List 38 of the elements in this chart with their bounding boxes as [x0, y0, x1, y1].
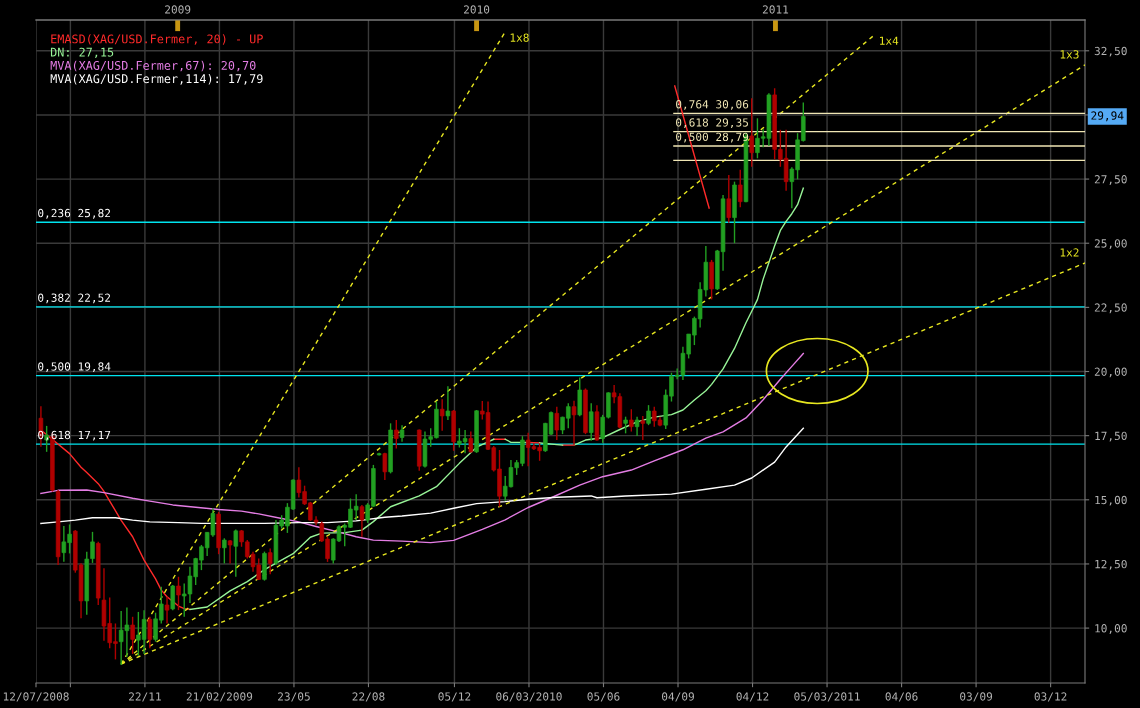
y-tick-label: 15,00	[1095, 495, 1127, 506]
ref-line-label: 0,500 19,84	[38, 362, 111, 373]
ref-line-label: 0,382 22,52	[38, 293, 111, 304]
y-tick-label: 22,50	[1094, 303, 1127, 314]
y-tick-label: 12,50	[1095, 559, 1127, 570]
y-tick-label: 17,50	[1095, 431, 1127, 442]
x-tick-label: 12/07/2008	[3, 692, 69, 702]
text: EMASD(XAG/USD.Fermer, 20) - UP	[51, 34, 263, 45]
x-tick-label: 04/12	[736, 692, 769, 702]
x-tick-label: 22/08	[352, 692, 385, 702]
x-tick-label: 03/09	[960, 692, 993, 702]
annotation: 29,94	[1091, 111, 1124, 122]
x-tick-label: 04/09	[662, 692, 694, 702]
x2-tick-label: 2011	[762, 5, 789, 14]
text: MVA(XAG/USD.Fermer,114): 17,79	[50, 74, 263, 85]
series-label: 1x4	[880, 36, 899, 45]
x-tick-label: 04/06	[885, 692, 918, 702]
y-tick-label: 20,00	[1094, 367, 1127, 378]
y-tick-label: 25,00	[1094, 239, 1127, 250]
series-label: 1x3	[1060, 50, 1079, 59]
x-tick-label: 05/12	[438, 692, 471, 702]
y-tick-label: 32,50	[1094, 46, 1127, 57]
y-tick-label: 10,00	[1095, 624, 1127, 634]
x-tick-label: 05/06	[587, 692, 620, 702]
ref-line-label: 0,236 25,82	[38, 208, 111, 219]
x-tick-label: 06/03/2010	[496, 692, 562, 702]
text: MVA(XAG/USD.Fermer,67): 20,70	[50, 60, 256, 72]
x2-tick-label: 2010	[464, 5, 490, 14]
text: DN: 27,15	[50, 47, 114, 59]
x-tick-label: 03/12	[1034, 692, 1067, 702]
series-label: 1x2	[1060, 248, 1079, 257]
series-label: 1x8	[510, 33, 529, 42]
x-tick-label: 23/05	[278, 692, 310, 702]
x2-tick-label: 2009	[165, 5, 191, 14]
x-tick-label: 05/03/2011	[794, 692, 860, 702]
y-tick-label: 27,50	[1094, 175, 1127, 185]
x-tick-label: 21/02/2009	[186, 692, 253, 702]
x-tick-label: 22/11	[129, 692, 161, 702]
